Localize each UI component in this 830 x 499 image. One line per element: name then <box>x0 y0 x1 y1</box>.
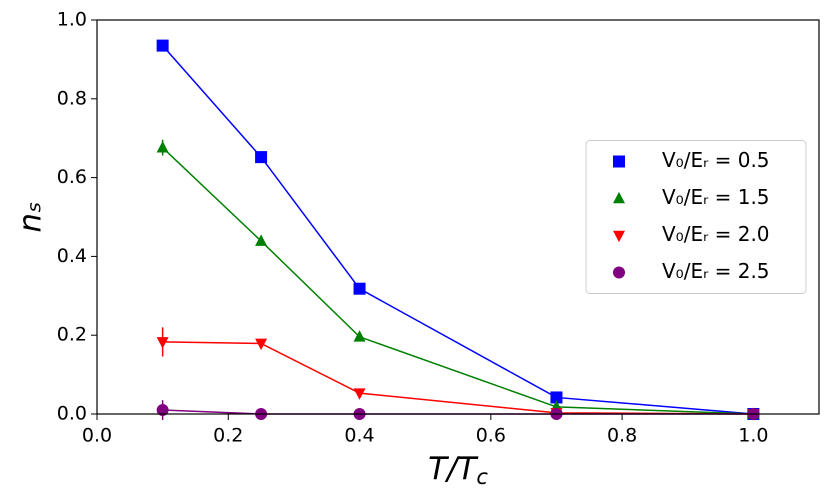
y-tick-label: 0.0 <box>57 403 87 425</box>
y-tick-label: 0.2 <box>57 324 87 346</box>
y-tick-label: 0.4 <box>57 245 87 267</box>
y-tick-label: 0.6 <box>57 166 87 188</box>
marker <box>156 141 169 153</box>
legend-marker <box>613 191 625 204</box>
x-label-sub: c <box>476 465 488 489</box>
x-tick-label: 1.0 <box>738 425 768 447</box>
marker <box>255 234 268 246</box>
legend-marker <box>613 266 625 279</box>
marker <box>156 39 169 52</box>
x-tick-label: 0.4 <box>344 425 374 447</box>
y-tick-label: 0.8 <box>57 87 87 109</box>
x-tick-label: 0.2 <box>213 425 243 447</box>
marker <box>353 282 366 295</box>
marker <box>353 330 366 342</box>
marker <box>353 388 366 400</box>
legend-label: V₀/Eᵣ = 0.5 <box>662 148 770 172</box>
x-tick-label: 0.0 <box>82 425 112 447</box>
x-tick-label: 0.8 <box>607 425 637 447</box>
series-line <box>162 341 754 415</box>
marker <box>156 337 169 349</box>
legend-label: V₀/Eᵣ = 1.5 <box>662 185 770 209</box>
y-axis-label: nₛ <box>13 201 49 232</box>
legend-box <box>585 140 807 294</box>
marker <box>550 391 563 404</box>
legend-marker <box>613 155 625 168</box>
marker <box>255 151 268 164</box>
x-tick-label: 0.6 <box>476 425 506 447</box>
x-label-main: T/T <box>428 451 478 487</box>
legend-marker <box>613 230 625 243</box>
legend-label: V₀/Eᵣ = 2.0 <box>662 222 770 246</box>
x-axis-label: T/Tc <box>428 451 488 490</box>
marker <box>255 338 268 351</box>
plot-frame <box>96 19 820 415</box>
y-tick-label: 1.0 <box>57 9 87 31</box>
legend-label: V₀/Eᵣ = 2.5 <box>662 259 770 283</box>
marker <box>156 404 169 417</box>
